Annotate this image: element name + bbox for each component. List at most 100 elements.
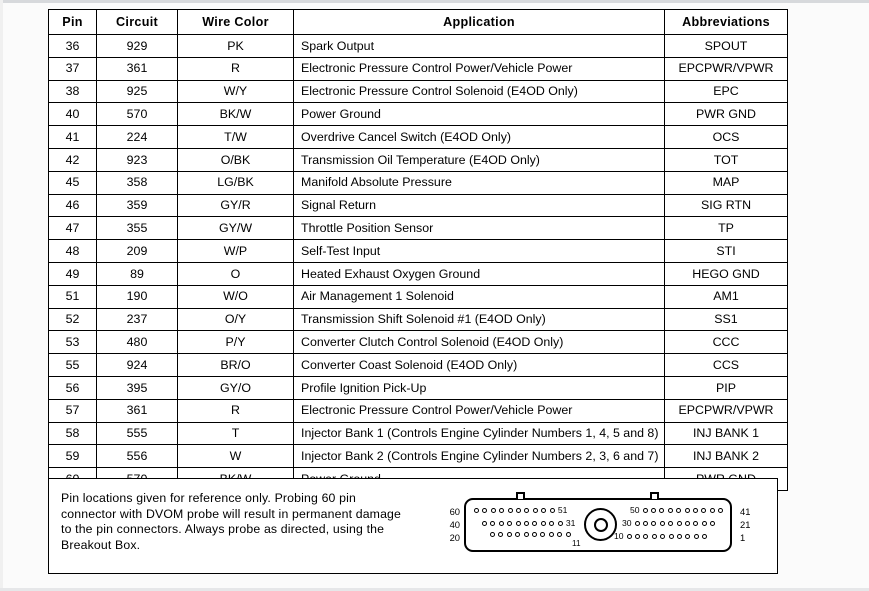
cell-application: Injector Bank 2 (Controls Engine Cylinde… <box>293 444 665 469</box>
column-header-application: Application <box>293 9 665 35</box>
table-row: 57 361 R Electronic Pressure Control Power/… <box>48 398 788 423</box>
cell-pin: 57 <box>48 398 97 423</box>
connector-pin-hole <box>490 532 495 537</box>
connector-pin-number-left-end: 31 <box>565 518 576 528</box>
connector-pin-hole <box>482 520 487 526</box>
connector-pin-hole <box>523 520 529 526</box>
cell-application: Spark Output <box>293 34 665 58</box>
cell-wire-color: T/W <box>177 125 294 149</box>
connector-pin-hole <box>701 507 707 513</box>
table-row: 38 925 W/Y Electronic Pressure Control Sole… <box>48 79 788 104</box>
cell-wire-color: O/BK <box>177 147 294 172</box>
scan-edge-bottom <box>0 588 869 591</box>
cell-application: Profile Ignition Pick-Up <box>293 375 665 400</box>
connector-pin-row-right: 30 <box>622 519 718 528</box>
cell-pin: 59 <box>48 444 97 469</box>
connector-pin-number-right-start: 10 <box>614 531 624 541</box>
cell-circuit: 209 <box>96 239 178 263</box>
cell-pin: 51 <box>48 284 97 309</box>
connector-pin-hole <box>490 520 496 526</box>
table-row: 47 355 GY/W Throttle Position Sensor TP <box>48 216 788 241</box>
connector-pin-hole <box>685 533 691 539</box>
cell-wire-color: PK <box>177 34 294 58</box>
connector-pin-hole <box>482 507 488 513</box>
table-row: 56 395 GY/O Profile Ignition Pick-Up PIP <box>48 375 788 400</box>
cell-application: Air Management 1 Solenoid <box>293 284 665 309</box>
connector-pin-hole <box>710 520 716 526</box>
cell-wire-color: R <box>177 398 294 423</box>
cell-pin: 56 <box>48 375 97 400</box>
table-row: 58 555 T Injector Bank 1 (Controls Engine C… <box>48 421 788 446</box>
column-header-abbreviations: Abbreviations <box>664 9 788 35</box>
connector-pin-hole <box>549 520 555 526</box>
cell-wire-color: W/Y <box>177 79 294 104</box>
cell-circuit: 89 <box>96 261 178 286</box>
connector-pin-hole <box>651 533 657 539</box>
table-row: 41 224 T/W Overdrive Cancel Switch (E4OD On… <box>48 125 788 149</box>
connector-pin-hole <box>532 507 538 513</box>
cell-wire-color: BR/O <box>177 353 294 377</box>
cell-abbreviation: PWR GND <box>664 102 788 127</box>
connector-pin-hole <box>626 533 632 539</box>
cell-abbreviation: OCS <box>664 125 788 149</box>
cell-application: Converter Coast Solenoid (E4OD Only) <box>293 353 665 377</box>
table-body: 36 929 PK Spark Output SPOUT 37 361 R Electronic… <box>48 34 788 491</box>
cell-circuit: 929 <box>96 34 178 58</box>
cell-abbreviation: AM1 <box>664 284 788 309</box>
cell-pin: 36 <box>48 34 97 58</box>
table-row: 36 929 PK Spark Output SPOUT <box>48 34 788 58</box>
connector-pin-hole <box>532 520 538 526</box>
cell-pin: 40 <box>48 102 97 127</box>
cell-pin: 46 <box>48 193 97 218</box>
table-row: 53 480 P/Y Converter Clutch Control Solenoi… <box>48 330 788 355</box>
cell-pin: 41 <box>48 125 97 149</box>
connector-pin-hole <box>684 520 690 526</box>
cell-abbreviation: EPCPWR/VPWR <box>664 398 788 423</box>
cell-circuit: 355 <box>96 216 178 241</box>
column-header-pin: Pin <box>48 9 97 35</box>
cell-application: Transmission Shift Solenoid #1 (E4OD Onl… <box>293 307 665 332</box>
connector-pin-row-left <box>490 532 574 537</box>
connector-pin-hole <box>474 507 479 513</box>
cell-abbreviation: INJ BANK 2 <box>664 444 788 469</box>
cell-abbreviation: STI <box>664 239 788 263</box>
cell-application: Electronic Pressure Control Power/Vehicl… <box>293 398 665 423</box>
cell-application: Power Ground <box>293 102 665 127</box>
cell-abbreviation: SIG RTN <box>664 193 788 218</box>
connector-pin-hole <box>676 533 682 539</box>
cell-circuit: 358 <box>96 170 178 195</box>
pin-assignment-table: Pin Circuit Wire Color Application Abbre… <box>48 9 788 491</box>
cell-circuit: 555 <box>96 421 178 446</box>
connector-pin-hole <box>667 507 673 513</box>
cell-circuit: 361 <box>96 56 178 81</box>
table-row: 59 556 W Injector Bank 2 (Controls Engine C… <box>48 444 788 469</box>
connector-pin-hole <box>659 507 665 513</box>
cell-wire-color: R <box>177 56 294 81</box>
connector-row-label-right: 41 <box>740 506 751 517</box>
cell-abbreviation: CCC <box>664 330 788 355</box>
cell-pin: 37 <box>48 56 97 81</box>
table-row: 37 361 R Electronic Pressure Control Power/… <box>48 56 788 81</box>
connector-pin-hole <box>531 532 537 537</box>
connector-pin-hole <box>523 532 529 537</box>
column-header-circuit: Circuit <box>96 9 178 35</box>
connector-pin-hole <box>650 507 656 513</box>
connector-pin-hole <box>651 520 657 526</box>
cell-circuit: 361 <box>96 398 178 423</box>
connector-pin-hole <box>515 507 521 513</box>
cell-abbreviation: MAP <box>664 170 788 195</box>
connector-row-label-left: 60 <box>449 506 460 517</box>
cell-circuit: 480 <box>96 330 178 355</box>
column-header-wire-color: Wire Color <box>177 9 294 35</box>
connector-pin-hole <box>668 533 674 539</box>
cell-wire-color: BK/W <box>177 102 294 127</box>
connector-pin-hole <box>684 507 690 513</box>
table-row: 55 924 BR/O Converter Coast Solenoid (E4OD … <box>48 353 788 377</box>
connector-pin-hole <box>548 532 554 537</box>
connector-pin-hole <box>506 532 512 537</box>
connector-pin-hole <box>702 533 708 539</box>
connector-pin-hole <box>642 507 648 513</box>
cell-wire-color: W/O <box>177 284 294 309</box>
connector-row-label-left: 40 <box>449 519 460 530</box>
